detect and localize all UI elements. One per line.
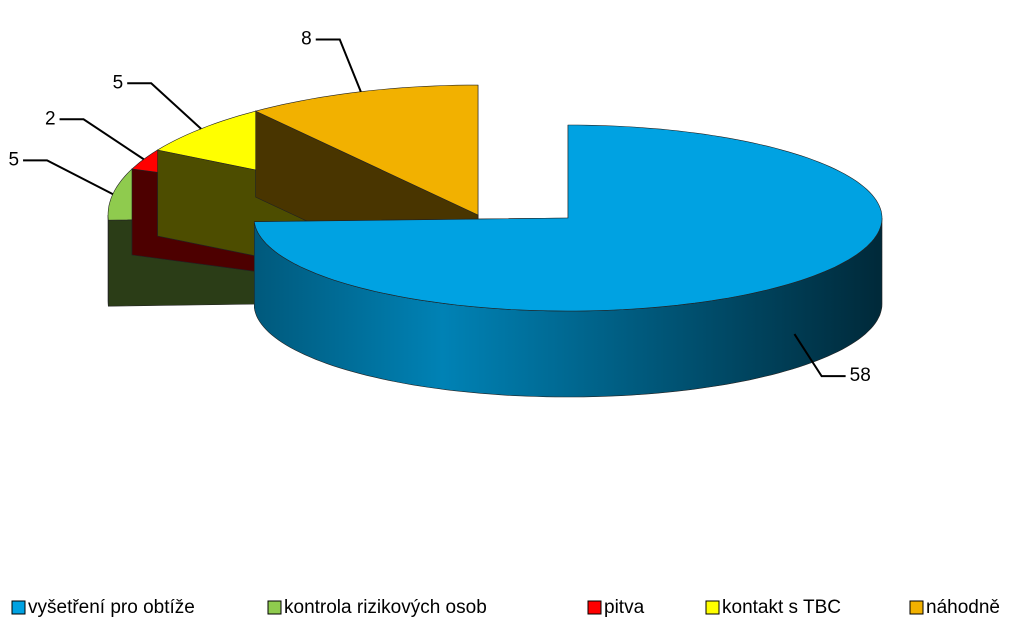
data-label: 5 (8, 149, 19, 170)
data-label: 5 (113, 72, 124, 93)
legend-swatch (705, 600, 720, 615)
data-label: 2 (45, 108, 56, 129)
legend-label: kontrola rizikových osob (284, 597, 487, 618)
leader-line (23, 159, 114, 196)
legend-label: náhodně (926, 597, 1000, 618)
legend-swatch (909, 600, 924, 615)
legend-swatch (587, 600, 602, 615)
legend-swatch (11, 600, 26, 615)
legend-label: kontakt s TBC (722, 597, 841, 618)
legend-label: pitva (604, 597, 645, 618)
data-label: 8 (301, 29, 312, 50)
slice-top (253, 124, 883, 312)
leader-line (59, 118, 145, 161)
leader-line (315, 38, 362, 93)
data-label: 58 (850, 365, 871, 386)
legend-label: vyšetření pro obtíže (28, 597, 195, 618)
leader-line (127, 82, 202, 130)
legend-swatch (267, 600, 282, 615)
leader-line (793, 333, 846, 378)
slice (253, 124, 883, 398)
